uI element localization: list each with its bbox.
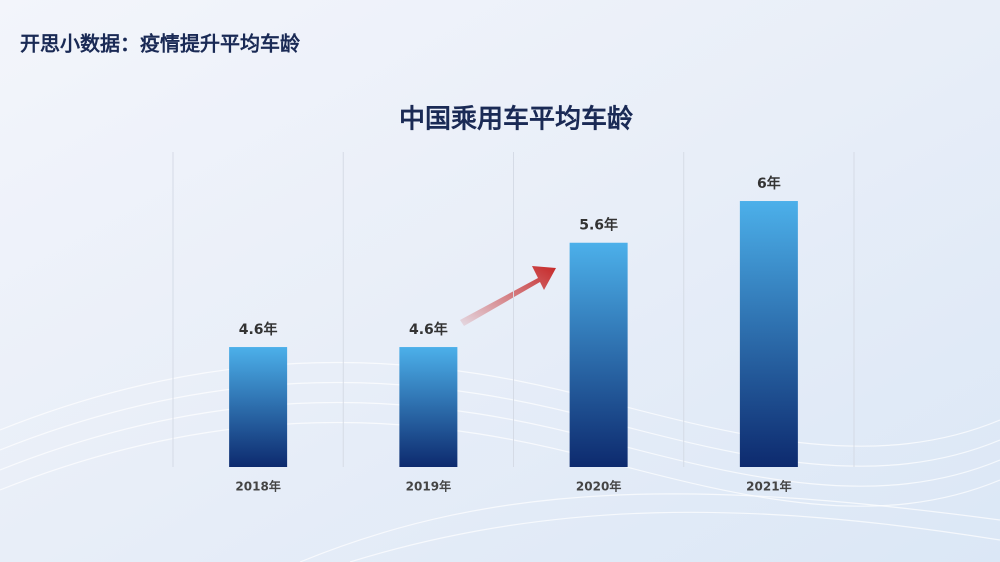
slide-title: 开思小数据：疫情提升平均车龄 [20, 32, 301, 56]
bar [399, 347, 458, 467]
bar [739, 201, 798, 467]
x-tick-label: 2020年 [576, 479, 621, 494]
bar [569, 242, 628, 467]
value-label: 5.6年 [579, 217, 618, 234]
x-tick-label: 2018年 [235, 479, 280, 494]
value-label: 4.6年 [409, 321, 448, 338]
bar [229, 347, 288, 467]
x-tick-label: 2019年 [406, 479, 451, 494]
chart-title: 中国乘用车平均车龄 [399, 104, 634, 135]
x-tick-label: 2021年 [746, 479, 791, 494]
trend-arrow [460, 266, 556, 326]
value-label: 6年 [757, 175, 781, 192]
value-label: 4.6年 [239, 321, 278, 338]
